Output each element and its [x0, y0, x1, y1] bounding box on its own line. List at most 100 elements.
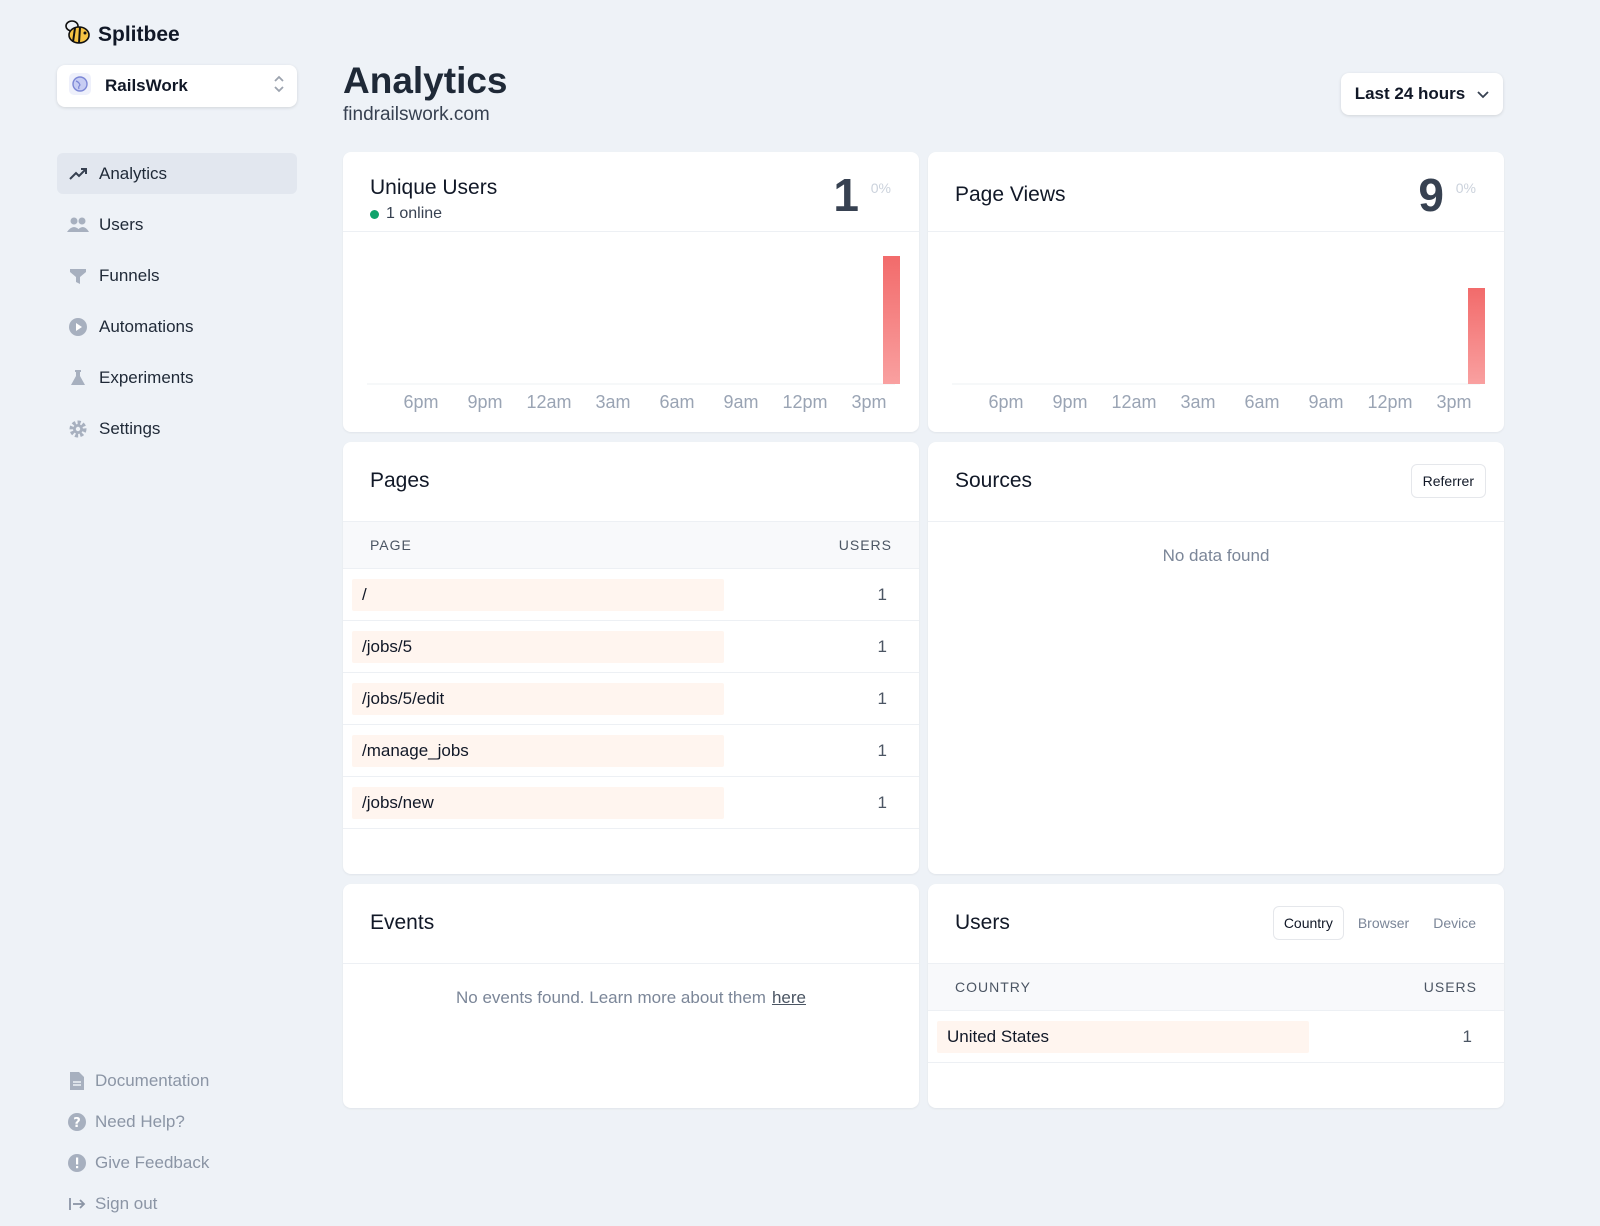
page-users: 1 [877, 636, 887, 656]
learn-more-link[interactable]: here [771, 988, 806, 1007]
x-tick-label: 6pm [403, 392, 438, 412]
sidebar-item-label: Automations [99, 316, 194, 336]
sidebar-item-users[interactable]: Users [57, 204, 297, 245]
page-views-value: 9 [1418, 169, 1444, 221]
app-name: Splitbee [98, 22, 180, 46]
page-title: Analytics [343, 60, 508, 101]
x-tick-label: 6pm [988, 392, 1023, 412]
column-header-page: PAGE [370, 537, 412, 553]
x-tick-label: 12am [526, 392, 571, 412]
bee-icon [62, 18, 92, 51]
table-row[interactable]: /jobs/5/edit 1 [343, 673, 919, 725]
table-header: COUNTRY USERS [928, 964, 1504, 1011]
project-name: RailsWork [105, 76, 188, 95]
sidebar-item-label: Users [99, 214, 144, 234]
page-users: 1 [877, 740, 887, 760]
empty-state-text: No events found. Learn more about them [456, 988, 766, 1007]
sidebar-item-automations[interactable]: Automations [57, 306, 297, 347]
events-card: Events No events found. Learn more about… [343, 884, 919, 1108]
tab-device[interactable]: Device [1433, 915, 1476, 931]
breakdown-tabs: Country Browser Device [1272, 906, 1486, 940]
page-users: 1 [877, 584, 887, 604]
sidebar-footer: Documentation ? Need Help? Give Feedback… [67, 1060, 209, 1224]
users-breakdown-card: Users Country Browser Device COUNTRY USE… [928, 884, 1504, 1108]
x-tick-label: 12pm [782, 392, 827, 412]
online-dot-icon [370, 209, 379, 219]
date-range-dropdown[interactable]: Last 24 hours [1341, 73, 1503, 115]
feedback-link[interactable]: Give Feedback [67, 1142, 209, 1183]
table-row[interactable]: /jobs/new 1 [343, 777, 919, 829]
referrer-filter-button[interactable]: Referrer [1410, 464, 1486, 498]
page-path: /jobs/new [362, 792, 434, 812]
page-views-card: Page Views 9 0% 6pm 9pm 12am 3am 6am 9am 12pm 3… [928, 152, 1504, 432]
sidebar-item-funnels[interactable]: Funnels [57, 255, 297, 296]
question-icon: ? [67, 1112, 87, 1132]
tab-browser[interactable]: Browser [1357, 915, 1410, 931]
sidebar-item-analytics[interactable]: Analytics [57, 153, 297, 194]
row-bar [352, 683, 724, 715]
row-bar [352, 579, 724, 611]
row-bar [352, 787, 724, 819]
exclamation-icon [67, 1153, 87, 1173]
x-tick-label: 3am [1180, 392, 1215, 412]
x-tick-label: 9am [1308, 392, 1343, 412]
row-bar [352, 735, 724, 767]
sign-out-link[interactable]: Sign out [67, 1183, 209, 1224]
page-views-change: 0% [1455, 180, 1476, 196]
page-users: 1 [877, 792, 887, 812]
card-title: Pages [370, 469, 430, 492]
table-row[interactable]: /jobs/5 1 [343, 621, 919, 673]
card-title: Page Views [955, 183, 1066, 206]
chart-bar[interactable] [1468, 288, 1485, 384]
sign-out-icon [67, 1194, 87, 1214]
document-icon [67, 1071, 87, 1091]
app-logo[interactable]: Splitbee [62, 18, 180, 51]
documentation-link[interactable]: Documentation [67, 1060, 209, 1101]
table-row[interactable]: United States 1 [928, 1011, 1504, 1063]
page-views-chart: 6pm 9pm 12am 3am 6am 9am 12pm 3pm [952, 288, 1485, 412]
unique-users-chart: 6pm 9pm 12am 3am 6am 9am 12pm 3pm [367, 256, 900, 412]
card-title: Users [955, 911, 1010, 934]
unique-users-value: 1 [833, 169, 859, 221]
date-range-label: Last 24 hours [1354, 84, 1466, 103]
row-bar [352, 631, 724, 663]
x-tick-label: 3pm [851, 392, 886, 412]
page-users: 1 [877, 688, 887, 708]
project-selector[interactable]: RailsWork [57, 65, 297, 107]
trending-up-icon [67, 163, 89, 185]
chart-bar[interactable] [883, 256, 900, 384]
page-path: /jobs/5/edit [362, 688, 445, 708]
empty-state: No data found [1162, 546, 1270, 565]
tab-country[interactable]: Country [1272, 906, 1344, 940]
page-path: /jobs/5 [362, 636, 413, 656]
sidebar-item-label: Experiments [99, 367, 194, 387]
card-header: Unique Users 1 online 1 0% [343, 152, 919, 232]
chevron-up-down-icon [273, 74, 285, 99]
x-tick-label: 3am [595, 392, 630, 412]
online-count: 1 online [386, 205, 443, 222]
table-row[interactable]: /manage_jobs 1 [343, 725, 919, 777]
sidebar-item-experiments[interactable]: Experiments [57, 357, 297, 398]
help-link[interactable]: ? Need Help? [67, 1101, 209, 1142]
x-tick-label: 12pm [1367, 392, 1412, 412]
x-tick-label: 12am [1111, 392, 1156, 412]
gear-icon [67, 418, 89, 440]
country-name: United States [947, 1026, 1050, 1046]
sources-card: Sources Referrer No data found [928, 442, 1504, 874]
unique-users-card: Unique Users 1 online 1 0% 6pm 9pm 12am 3am… [343, 152, 919, 432]
column-header-users: USERS [838, 537, 892, 553]
users-icon [67, 214, 89, 236]
unique-users-change: 0% [870, 180, 891, 196]
online-indicator: 1 online [370, 205, 442, 223]
row-bar [937, 1021, 1309, 1053]
table-row[interactable]: / 1 [343, 569, 919, 621]
sidebar-item-settings[interactable]: Settings [57, 408, 297, 449]
country-users: 1 [1462, 1026, 1472, 1046]
column-header-users: USERS [1423, 979, 1477, 995]
card-title: Unique Users [370, 176, 498, 199]
flask-icon [67, 367, 89, 389]
card-header: Pages [343, 442, 919, 522]
sidebar-item-label: Settings [99, 418, 161, 438]
card-header: Users Country Browser Device [928, 884, 1504, 964]
x-tick-label: 9am [723, 392, 758, 412]
